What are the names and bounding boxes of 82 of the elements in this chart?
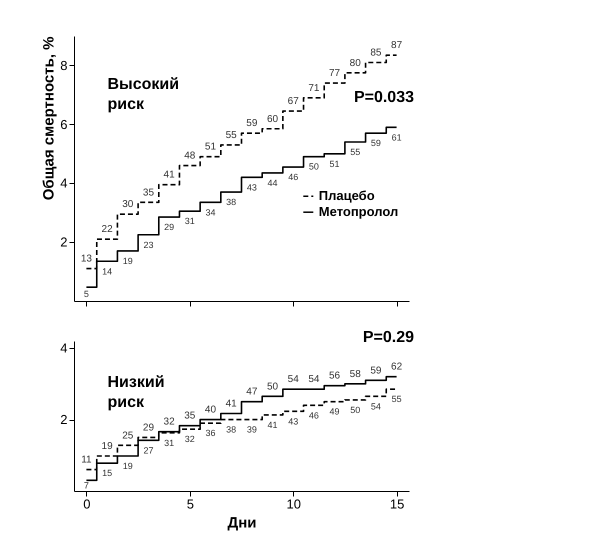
annotation: 80	[350, 58, 362, 69]
annotation: 41	[268, 420, 278, 430]
annotation: 23	[143, 240, 154, 250]
annotation: 19	[122, 256, 133, 266]
annotation: 32	[164, 416, 176, 428]
annotation: 62	[391, 362, 403, 373]
annotation: 30	[122, 199, 134, 210]
annotation: 55	[350, 147, 360, 157]
annotation: 36	[205, 428, 216, 438]
annotation: 51	[330, 158, 340, 169]
annotation: 85	[370, 48, 382, 58]
annotation: 43	[288, 416, 298, 426]
x-tick-label: 15	[390, 496, 404, 512]
y-tick-label: 2	[60, 412, 68, 428]
annotation: 59	[246, 118, 258, 130]
annotation: 34	[205, 207, 216, 218]
annotation: 87	[391, 40, 403, 52]
annotation: 48	[184, 150, 196, 162]
y-tick-label: 4	[60, 340, 68, 356]
annotation: 35	[142, 187, 154, 198]
annotation: 38	[226, 424, 236, 435]
annotation: 29	[164, 222, 174, 232]
annotation: 31	[184, 216, 195, 226]
annotation: 44	[268, 178, 278, 188]
annotation: 55	[392, 394, 402, 404]
x-axis-title: Дни	[228, 514, 256, 532]
annotation: Высокий риск	[108, 76, 180, 113]
annotation: 39	[246, 424, 257, 435]
annotation: P=0.29	[362, 329, 414, 346]
annotation: P=0.033	[354, 89, 414, 106]
annotation: 43	[246, 182, 257, 192]
annotation: 54	[288, 374, 300, 386]
annotation: 31	[164, 438, 174, 448]
annotation: 41	[164, 170, 176, 181]
annotation: 13	[80, 254, 92, 265]
annotation: 59	[370, 365, 382, 376]
x-tick-label: 0	[83, 496, 91, 512]
annotation: 56	[328, 370, 341, 382]
annotation: 25	[122, 430, 134, 442]
annotation: 32	[184, 434, 195, 444]
annotation: 50	[308, 162, 319, 172]
annotation: 55	[226, 130, 238, 141]
annotation: 49	[330, 406, 340, 417]
annotation: 77	[328, 68, 341, 80]
annotation: 46	[308, 410, 319, 420]
annotation: 5	[84, 289, 89, 300]
annotation: 11	[81, 454, 92, 466]
annotation: 58	[350, 368, 362, 380]
annotation: 7	[84, 480, 89, 491]
annotation: 54	[308, 374, 320, 386]
y-tick-label: 8	[60, 58, 68, 73]
annotation: 60	[266, 114, 279, 125]
annotation: 38	[226, 197, 236, 208]
annotation: 67	[288, 96, 300, 108]
annotation: 51	[204, 142, 216, 153]
annotation: 46	[288, 172, 298, 182]
annotation: 61	[392, 132, 402, 142]
x-tick-label: 5	[186, 496, 194, 512]
annotation: 54	[370, 401, 381, 412]
annotation: 50	[350, 404, 360, 415]
annotation: 29	[142, 422, 154, 434]
annotation: 41	[226, 398, 238, 410]
annotation: 40	[204, 404, 216, 416]
annotation: 47	[246, 386, 258, 398]
annotation: Низкий риск	[108, 374, 165, 411]
annotation: 71	[308, 82, 320, 94]
x-tick-label: 10	[286, 496, 301, 512]
annotation: 50	[266, 381, 279, 392]
legend-label: Метопролол	[318, 204, 398, 220]
annotation: 27	[143, 445, 154, 456]
annotation: 14	[102, 266, 112, 276]
y-axis-title: Общая смертность, %	[40, 36, 58, 200]
y-tick-label: 2	[60, 234, 68, 250]
y-tick-label: 6	[60, 116, 68, 132]
annotation: 59	[370, 138, 381, 148]
annotation: 19	[102, 441, 114, 452]
annotation: 35	[184, 410, 196, 422]
annotation: 22	[102, 224, 114, 236]
legend-label: Плацебо	[318, 188, 375, 204]
annotation: 15	[102, 468, 112, 478]
y-tick-label: 4	[60, 176, 68, 191]
annotation: 19	[122, 461, 133, 471]
